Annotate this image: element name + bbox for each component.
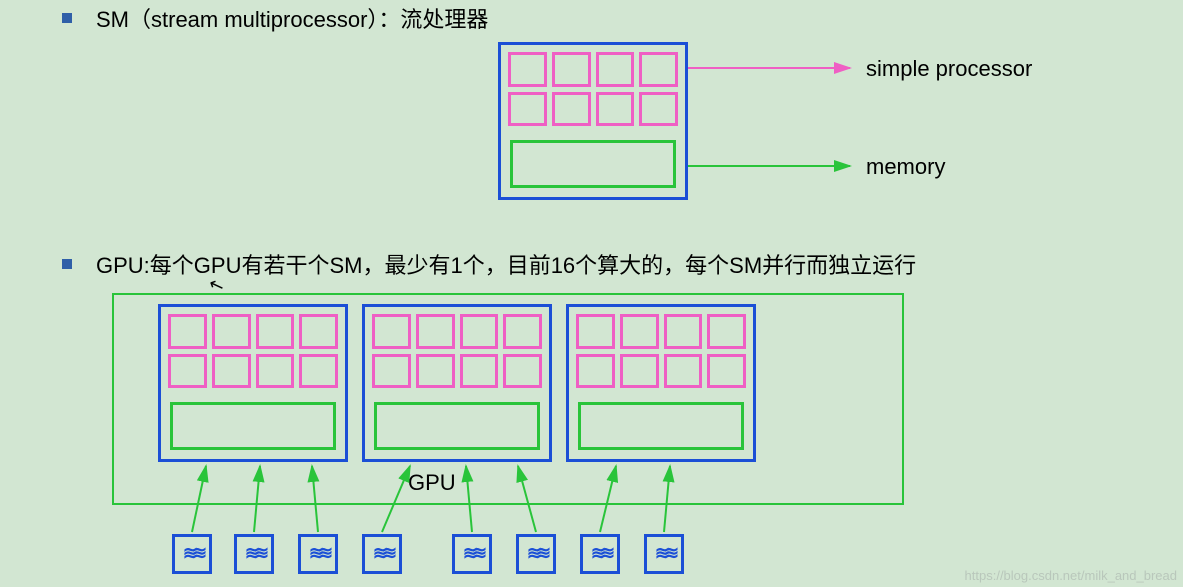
processor-cell: [620, 354, 659, 389]
thread-box: ≋≋: [172, 534, 212, 574]
thread-box: ≋≋: [234, 534, 274, 574]
processor-cell: [460, 354, 499, 389]
thread-box: ≋≋: [580, 534, 620, 574]
processor-cell: [168, 354, 207, 389]
thread-zigzag-icon: ≋≋: [373, 549, 391, 559]
processor-cell: [552, 52, 591, 87]
processor-grid: [576, 314, 746, 388]
thread-box: ≋≋: [298, 534, 338, 574]
processor-cell: [503, 354, 542, 389]
gpu-label: GPU: [408, 470, 456, 496]
thread-zigzag-icon: ≋≋: [527, 549, 545, 559]
processor-grid-top: [508, 52, 678, 126]
memory-box: [374, 402, 540, 450]
processor-cell: [212, 354, 251, 389]
label-simple-processor: simple processor: [866, 56, 1032, 82]
processor-grid: [372, 314, 542, 388]
processor-cell: [552, 92, 591, 127]
bullet-row-gpu: GPU:每个GPU有若干个SM，最少有1个，目前16个算大的，每个SM并行而独立…: [62, 248, 916, 280]
processor-cell: [212, 314, 251, 349]
thread-zigzag-icon: ≋≋: [245, 549, 263, 559]
watermark: https://blog.csdn.net/milk_and_bread: [965, 568, 1177, 583]
processor-cell: [256, 354, 295, 389]
thread-zigzag-icon: ≋≋: [309, 549, 327, 559]
processor-cell: [372, 314, 411, 349]
thread-box: ≋≋: [362, 534, 402, 574]
thread-zigzag-icon: ≋≋: [591, 549, 609, 559]
processor-cell: [596, 92, 635, 127]
processor-cell: [664, 354, 703, 389]
processor-cell: [620, 314, 659, 349]
bullet-icon: [62, 13, 72, 23]
label-memory: memory: [866, 154, 945, 180]
thread-zigzag-icon: ≋≋: [655, 549, 673, 559]
bullet-icon: [62, 259, 72, 269]
thread-box: ≋≋: [644, 534, 684, 574]
memory-box-top: [510, 140, 676, 188]
thread-zigzag-icon: ≋≋: [183, 549, 201, 559]
processor-cell: [168, 314, 207, 349]
processor-cell: [576, 314, 615, 349]
processor-cell: [256, 314, 295, 349]
memory-box: [170, 402, 336, 450]
processor-cell: [508, 92, 547, 127]
processor-grid: [168, 314, 338, 388]
processor-cell: [639, 52, 678, 87]
processor-cell: [596, 52, 635, 87]
processor-cell: [639, 92, 678, 127]
processor-cell: [576, 354, 615, 389]
thread-zigzag-icon: ≋≋: [463, 549, 481, 559]
processor-cell: [508, 52, 547, 87]
thread-box: ≋≋: [516, 534, 556, 574]
processor-cell: [460, 314, 499, 349]
processor-cell: [416, 314, 455, 349]
memory-box: [578, 402, 744, 450]
processor-cell: [707, 314, 746, 349]
processor-cell: [503, 314, 542, 349]
processor-cell: [416, 354, 455, 389]
processor-cell: [707, 354, 746, 389]
processor-cell: [664, 314, 703, 349]
processor-cell: [299, 354, 338, 389]
processor-cell: [372, 354, 411, 389]
thread-box: ≋≋: [452, 534, 492, 574]
processor-cell: [299, 314, 338, 349]
bullet-row-sm: SM（stream multiprocessor）：流处理器: [62, 2, 488, 34]
bullet-text-sm: SM（stream multiprocessor）：流处理器: [96, 2, 488, 34]
